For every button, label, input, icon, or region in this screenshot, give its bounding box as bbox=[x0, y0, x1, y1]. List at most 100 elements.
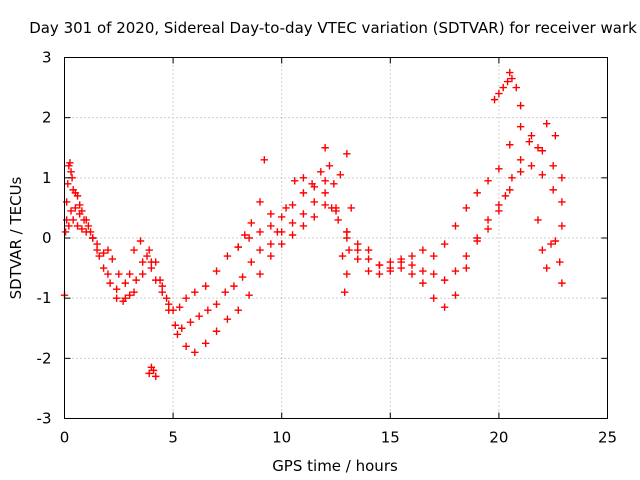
data-point bbox=[299, 222, 308, 230]
data-point bbox=[104, 270, 112, 278]
data-point bbox=[549, 186, 557, 194]
data-point bbox=[288, 219, 297, 227]
y-tick-label: -2 bbox=[37, 349, 52, 367]
data-point bbox=[256, 246, 264, 254]
data-point bbox=[260, 156, 269, 164]
data-point bbox=[354, 246, 362, 254]
data-point bbox=[386, 267, 394, 275]
data-point bbox=[508, 74, 516, 83]
y-tick-label: 1 bbox=[42, 169, 52, 187]
data-point bbox=[78, 225, 86, 233]
data-point bbox=[512, 83, 520, 92]
data-point bbox=[558, 174, 566, 182]
data-point bbox=[325, 162, 334, 170]
series-track-d bbox=[490, 68, 525, 110]
data-point bbox=[267, 252, 275, 260]
y-axis-label: SDTVAR / TECUs bbox=[7, 176, 25, 299]
data-point bbox=[462, 252, 471, 260]
data-point bbox=[549, 162, 557, 170]
data-point bbox=[473, 237, 481, 245]
data-point bbox=[247, 219, 255, 227]
data-point bbox=[419, 267, 427, 275]
data-point bbox=[138, 258, 147, 266]
data-point bbox=[145, 246, 153, 254]
data-point bbox=[440, 240, 449, 248]
data-point bbox=[234, 243, 242, 251]
data-point bbox=[162, 294, 171, 302]
data-point bbox=[291, 177, 299, 185]
data-point bbox=[256, 228, 264, 236]
data-point bbox=[558, 198, 566, 206]
grid-lines bbox=[64, 57, 608, 419]
data-point bbox=[82, 228, 90, 236]
data-point bbox=[495, 89, 503, 98]
data-point bbox=[288, 231, 297, 239]
y-tick-label: 2 bbox=[42, 109, 52, 127]
data-point bbox=[212, 327, 221, 335]
data-point bbox=[64, 180, 72, 188]
data-point bbox=[256, 198, 264, 206]
data-point bbox=[558, 222, 566, 230]
data-point bbox=[343, 228, 351, 236]
data-point bbox=[534, 144, 542, 152]
data-point bbox=[238, 273, 247, 281]
data-point bbox=[330, 180, 338, 188]
plot-frame bbox=[64, 57, 608, 419]
data-point bbox=[336, 171, 345, 179]
data-point bbox=[347, 204, 355, 212]
data-point bbox=[201, 339, 210, 347]
data-point bbox=[327, 204, 336, 212]
series-track-g bbox=[338, 246, 353, 296]
data-point bbox=[310, 198, 318, 206]
x-tick-label: 10 bbox=[272, 429, 291, 447]
data-point bbox=[247, 258, 255, 266]
data-point bbox=[538, 171, 547, 179]
data-point bbox=[499, 83, 507, 92]
data-point bbox=[245, 234, 253, 242]
data-point bbox=[66, 159, 74, 167]
data-point bbox=[99, 249, 108, 257]
data-point bbox=[484, 225, 492, 233]
data-point bbox=[125, 270, 134, 278]
data-point bbox=[191, 348, 199, 357]
data-point bbox=[542, 119, 551, 128]
x-tick-label: 20 bbox=[489, 429, 508, 447]
data-point bbox=[375, 261, 384, 269]
data-point bbox=[143, 252, 151, 260]
data-point bbox=[201, 282, 210, 290]
data-point bbox=[516, 122, 525, 131]
data-point bbox=[121, 294, 130, 302]
data-point bbox=[484, 177, 492, 185]
data-point bbox=[408, 270, 416, 278]
data-point bbox=[473, 189, 481, 197]
data-point bbox=[332, 207, 340, 215]
data-point bbox=[527, 132, 536, 140]
data-points bbox=[60, 68, 566, 381]
data-point bbox=[278, 240, 286, 248]
data-point bbox=[152, 372, 160, 381]
data-point bbox=[516, 101, 525, 110]
y-tick-labels: 3 2 1 0 -1 -2 -3 bbox=[37, 49, 52, 428]
data-point bbox=[525, 138, 534, 146]
data-point bbox=[245, 291, 253, 299]
data-point bbox=[182, 342, 190, 350]
data-point bbox=[451, 267, 460, 275]
data-point bbox=[506, 68, 514, 77]
data-point bbox=[354, 240, 362, 248]
data-point bbox=[340, 288, 349, 296]
data-point bbox=[397, 258, 405, 266]
data-point bbox=[125, 291, 134, 299]
x-tick-label: 15 bbox=[381, 429, 400, 447]
data-point bbox=[321, 201, 329, 209]
data-point bbox=[112, 294, 121, 302]
data-point bbox=[104, 246, 112, 254]
data-point bbox=[321, 189, 329, 197]
data-point bbox=[130, 246, 138, 254]
data-point bbox=[61, 228, 70, 236]
data-point bbox=[451, 222, 460, 230]
data-point bbox=[516, 168, 525, 176]
data-point bbox=[67, 207, 75, 215]
data-point bbox=[495, 207, 503, 215]
data-point bbox=[223, 252, 232, 260]
data-point bbox=[490, 95, 499, 104]
